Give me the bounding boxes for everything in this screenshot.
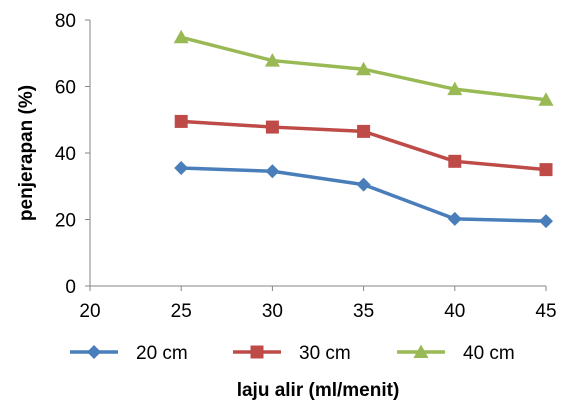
legend-label: 30 cm bbox=[299, 343, 351, 364]
legend-entry: 20 cm bbox=[70, 343, 188, 364]
series-3 bbox=[173, 29, 554, 106]
data-point bbox=[264, 53, 280, 67]
legend-entry: 40 cm bbox=[397, 343, 515, 364]
legend-marker bbox=[250, 345, 264, 359]
y-tick-label: 40 bbox=[55, 144, 76, 165]
x-tick-label: 40 bbox=[444, 301, 465, 322]
legend-marker bbox=[87, 345, 101, 359]
legend-label: 40 cm bbox=[463, 343, 515, 364]
series-line bbox=[181, 166, 547, 223]
axes bbox=[85, 19, 547, 291]
y-tick-label: 0 bbox=[65, 277, 76, 298]
data-point bbox=[447, 211, 462, 226]
x-tick-label: 25 bbox=[171, 301, 192, 322]
series-lines bbox=[173, 29, 554, 229]
data-point bbox=[173, 29, 189, 44]
x-axis-title: laju alir (ml/menit) bbox=[237, 380, 400, 401]
y-tick-label: 20 bbox=[55, 211, 76, 232]
data-point bbox=[539, 163, 553, 177]
y-tick-label: 80 bbox=[55, 11, 76, 32]
series-2 bbox=[174, 114, 553, 177]
legend: 20 cm 30 cm 40 cm bbox=[70, 343, 515, 364]
x-tick-label: 35 bbox=[353, 301, 374, 322]
legend-marker bbox=[413, 344, 429, 358]
data-point bbox=[447, 81, 463, 96]
data-point bbox=[448, 154, 462, 168]
data-point bbox=[265, 120, 279, 134]
x-tick-label: 45 bbox=[535, 301, 556, 322]
data-point bbox=[174, 114, 188, 128]
data-point bbox=[356, 61, 372, 76]
y-axis-title: penjerapan (%) bbox=[16, 85, 37, 221]
data-point bbox=[538, 92, 554, 106]
data-point bbox=[265, 164, 280, 179]
legend-entry: 30 cm bbox=[233, 343, 351, 364]
legend-label: 20 cm bbox=[136, 343, 188, 364]
x-tick-label: 20 bbox=[79, 301, 100, 322]
y-tick-label: 60 bbox=[55, 78, 76, 99]
series-1 bbox=[174, 160, 553, 229]
data-point bbox=[356, 177, 371, 192]
data-point bbox=[539, 214, 553, 229]
x-tick-label: 30 bbox=[262, 301, 283, 322]
data-point bbox=[357, 124, 371, 138]
data-point bbox=[174, 160, 189, 175]
